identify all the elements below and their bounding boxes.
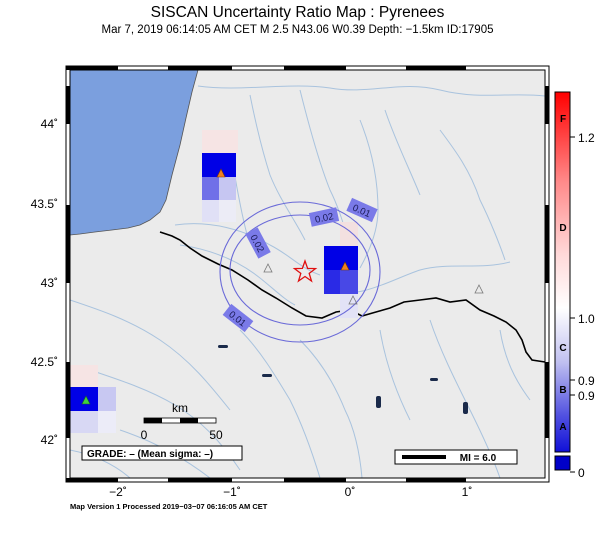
contour-label: 0.02 [314, 211, 334, 226]
lon-axis: −2˚ −1˚ 0˚ 1˚ [109, 485, 472, 499]
lat-axis: 44˚ 43.5˚ 43˚ 42.5˚ 42˚ [31, 117, 58, 447]
processing-footer: Map Version 1 Processed 2019−03−07 06:16… [70, 502, 268, 511]
lat-tick-label: 44˚ [41, 117, 58, 131]
contour-labels: 0.02 0.01 0.02 0.01 [222, 197, 378, 333]
grade-label: D [559, 223, 566, 234]
station-triangle-icon [474, 284, 484, 294]
lon-tick-label: 1˚ [462, 485, 473, 499]
lon-tick-label: −1˚ [223, 485, 241, 499]
lat-tick-label: 42˚ [41, 433, 58, 447]
station-triangle-icon [340, 261, 350, 271]
station-triangle-icon [263, 263, 273, 273]
grade-label: B [559, 385, 566, 396]
epicenter-star-icon [292, 259, 318, 283]
event-subtitle: Mar 7, 2019 06:14:05 AM CET M 2.5 N43.06… [101, 24, 494, 36]
lon-tick-label: −2˚ [109, 485, 127, 499]
scale-bar-max: 50 [209, 428, 223, 442]
lat-tick-label: 43.5˚ [31, 197, 58, 211]
grade-text: GRADE: – (Mean sigma: –) [87, 449, 213, 460]
mi-box: MI = 6.0 [394, 449, 518, 465]
stations [81, 168, 484, 405]
lat-tick-label: 43˚ [41, 276, 58, 290]
contours [219, 201, 381, 343]
map-title: SISCAN Uncertainty Ratio Map : Pyrenees [150, 4, 445, 21]
colorbar-value: 0.9 [578, 374, 595, 388]
map-frame [65, 65, 550, 483]
ocean-bay-of-biscay [70, 70, 199, 236]
lat-tick-label: 42.5˚ [31, 355, 58, 369]
lon-tick-label: 0˚ [345, 485, 356, 499]
scale-bar-unit: km [172, 401, 188, 415]
scale-bar: km 0 50 [141, 401, 223, 442]
station-triangle-icon [81, 395, 91, 405]
grade-label: C [559, 343, 566, 354]
colorbar-value: 1.0 [578, 312, 595, 326]
grade-box: GRADE: – (Mean sigma: –) [81, 445, 243, 461]
colorbar-value: 1.2 [578, 131, 595, 145]
mi-text: MI = 6.0 [460, 453, 497, 464]
colorbar-value: 0.9 [578, 389, 595, 403]
station-triangle-icon [216, 168, 226, 178]
scale-bar-min: 0 [141, 428, 148, 442]
station-triangle-icon [348, 295, 358, 305]
grade-label: F [560, 114, 566, 125]
colorbar-value: 0 [578, 466, 585, 480]
rivers [70, 85, 545, 478]
grade-label: A [559, 422, 566, 433]
lakes [218, 345, 468, 414]
map-area: 0.02 0.01 0.02 0.01 [70, 70, 545, 478]
colorbar: F D C B A 1.2 1.0 0.9 0.9 0 [554, 91, 595, 480]
